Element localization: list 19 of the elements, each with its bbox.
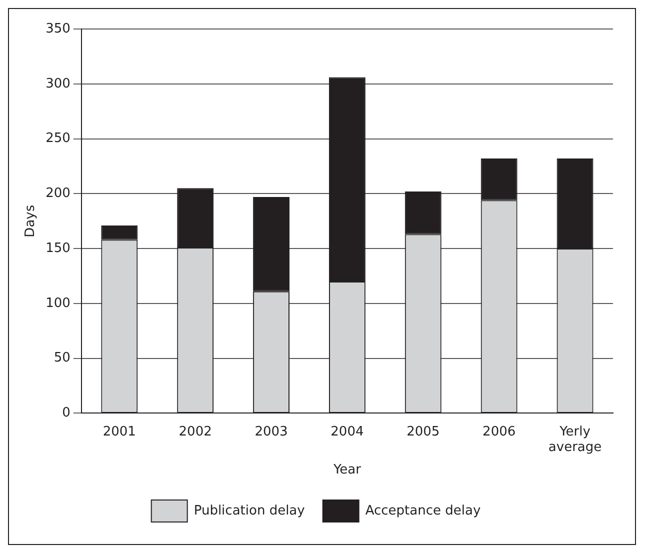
x-tick-label: 2006: [482, 424, 516, 440]
x-tick-label: 2003: [254, 424, 288, 440]
y-tick-label: 150: [46, 240, 70, 256]
y-tick-label: 0: [62, 406, 70, 421]
x-tick-label: 2005: [406, 424, 440, 440]
x-tick-label: 2004: [330, 424, 364, 440]
x-tick-label: 2002: [178, 424, 212, 440]
y-tick-label: 250: [46, 131, 70, 146]
y-tick-label: 350: [46, 21, 70, 36]
y-axis-title: Days: [23, 204, 38, 238]
y-tick-label: 200: [46, 186, 70, 202]
legend-label: Publication delay: [194, 503, 306, 518]
y-tick-label: 100: [46, 296, 70, 311]
y-tick-label: 50: [54, 350, 70, 366]
x-tick-label: 2001: [102, 424, 136, 440]
y-tick-label: 300: [46, 76, 70, 92]
x-axis-title: Year: [332, 462, 362, 478]
legend-label: Acceptance delay: [365, 503, 481, 518]
x-tick-label: Yerly average: [548, 424, 602, 455]
